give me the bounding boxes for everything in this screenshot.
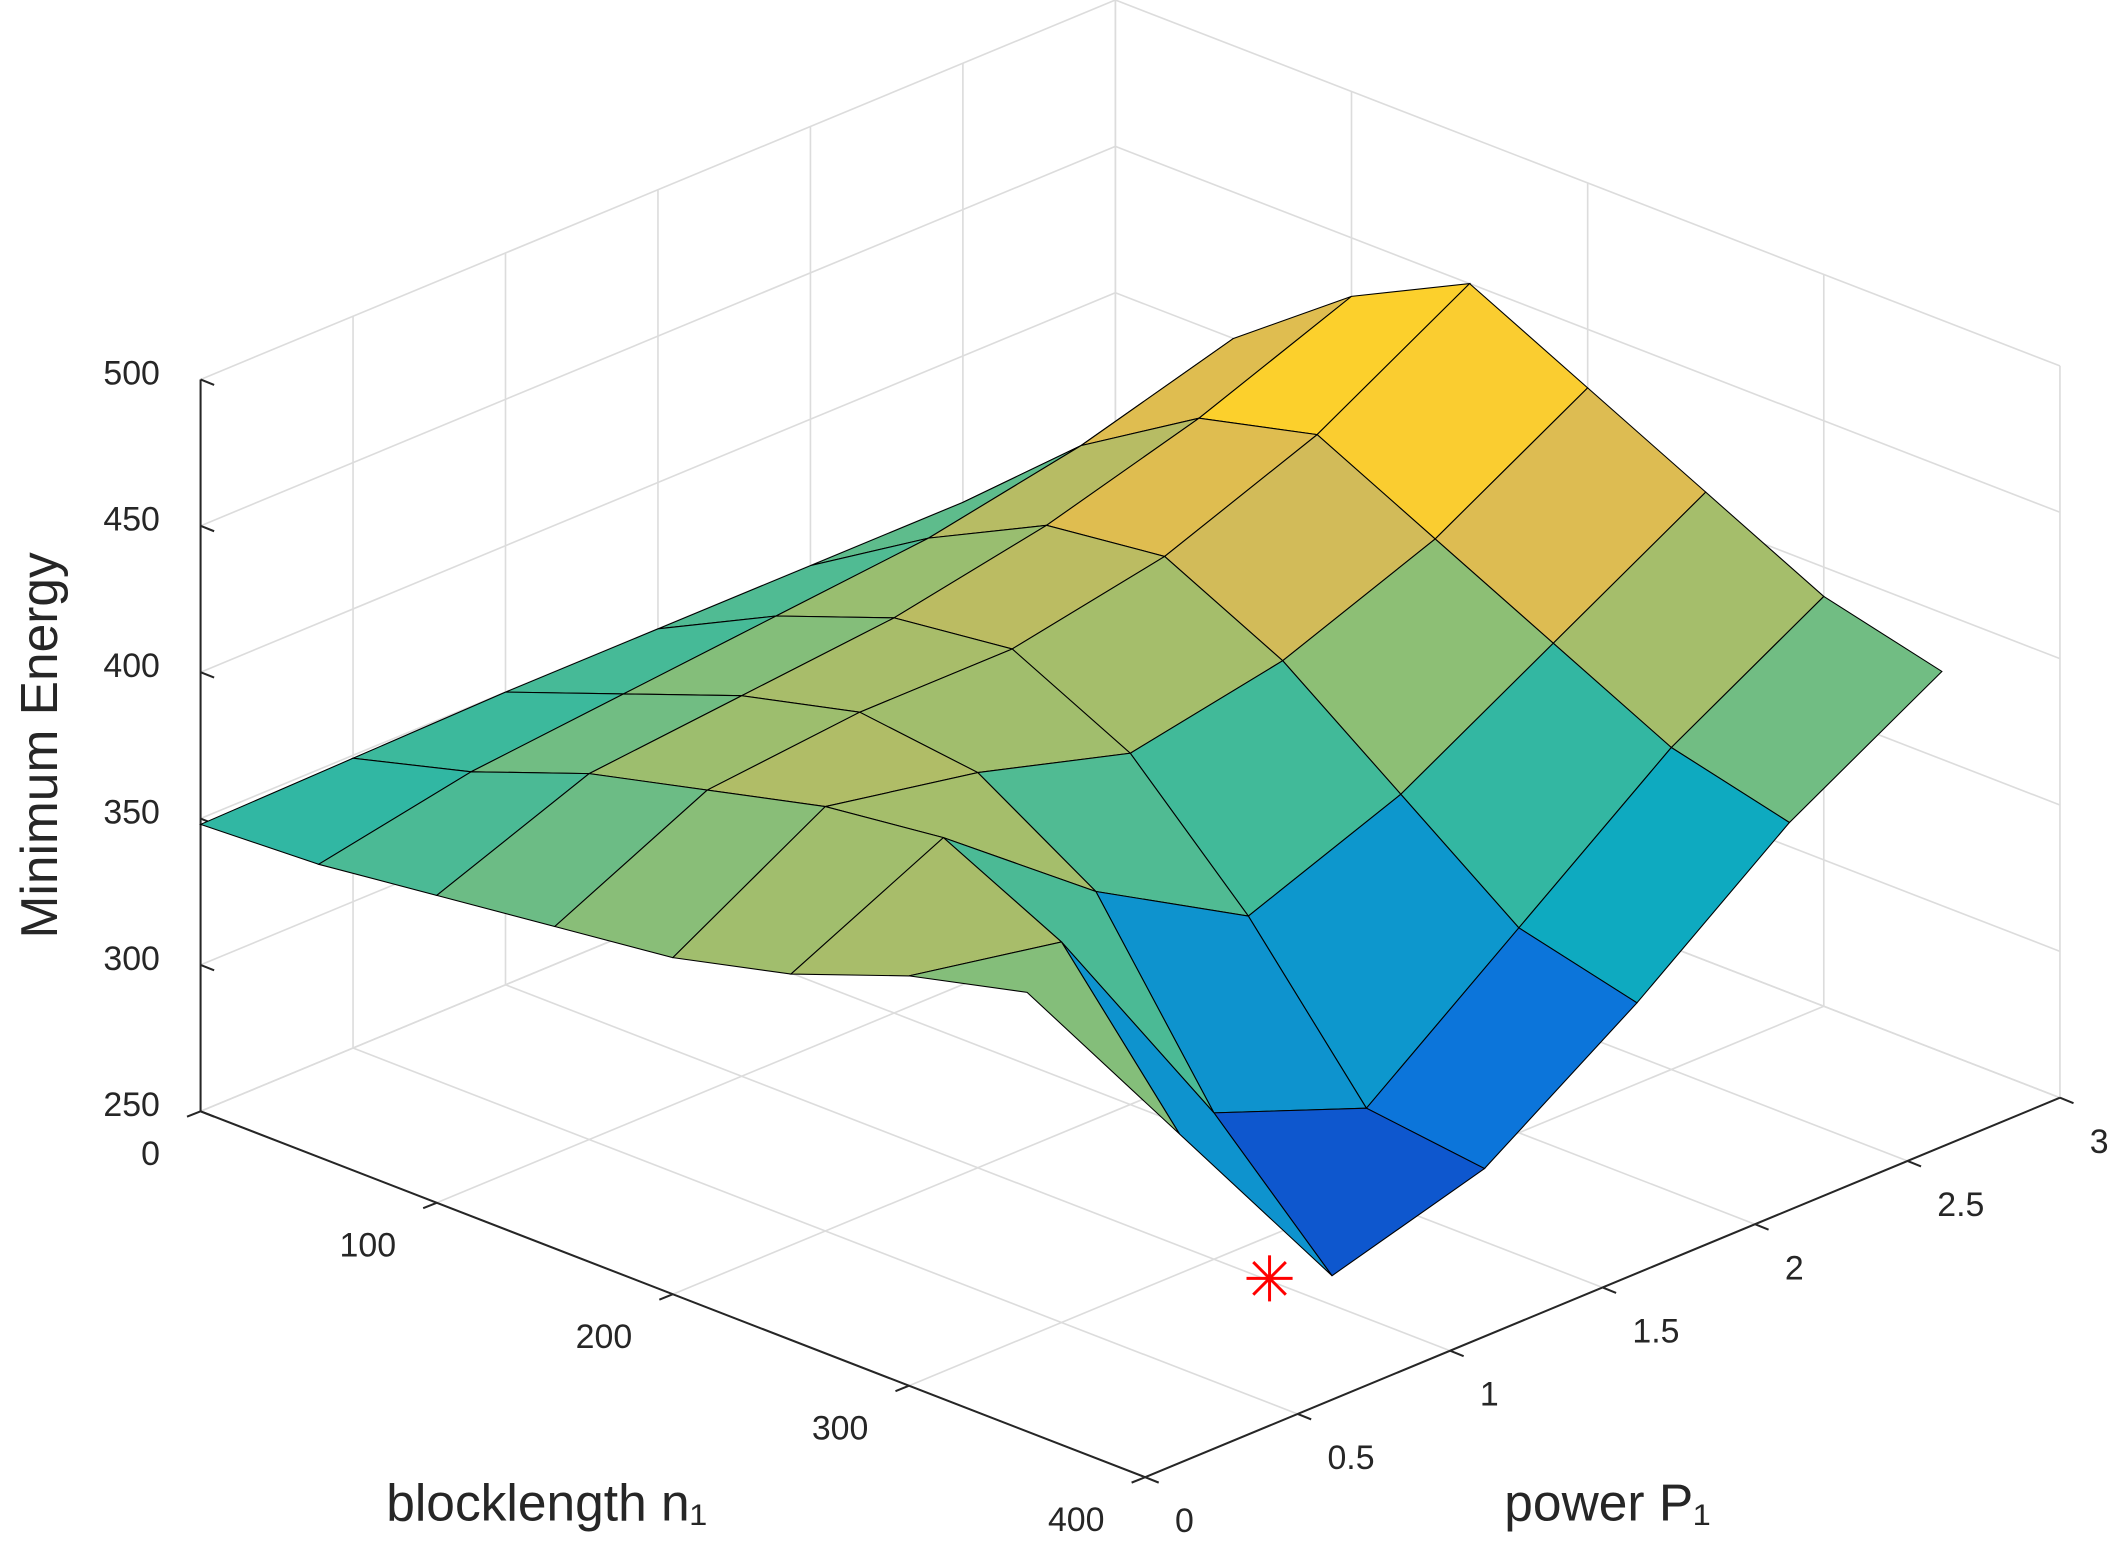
x-tick-label: 400: [1048, 1501, 1105, 1539]
marker-stroke: [1252, 1261, 1287, 1296]
grid-line: [200, 291, 1116, 673]
y-tick: [1449, 1349, 1465, 1358]
z-tick: [200, 671, 215, 679]
y-tick: [1297, 1413, 1312, 1421]
x-tick-label: 100: [340, 1226, 397, 1264]
z-tick: [200, 524, 215, 533]
y-tick-label: 3: [2090, 1123, 2109, 1161]
z-tick-label: 500: [103, 354, 160, 392]
z-tick-label: 300: [103, 940, 160, 978]
y-axis-label: power P₁: [1504, 1474, 1710, 1532]
y-tick-label: 1.5: [1632, 1312, 1679, 1350]
x-tick: [1131, 1476, 1146, 1484]
x-tick: [895, 1384, 910, 1393]
x-tick: [658, 1293, 674, 1301]
y-tick: [1602, 1286, 1617, 1294]
y-tick-label: 2: [1785, 1249, 1804, 1287]
minimum-marker: [1246, 1255, 1293, 1302]
z-tick-label: 450: [103, 501, 160, 539]
grid-line: [505, 984, 1451, 1352]
y-tick: [1907, 1160, 1922, 1168]
x-tick-label: 300: [812, 1409, 869, 1447]
y-tick: [1754, 1223, 1769, 1231]
z-tick-label: 400: [103, 647, 160, 685]
x-tick-label: 200: [576, 1318, 633, 1356]
y-tick: [2059, 1096, 2074, 1105]
z-tick-label: 350: [103, 793, 160, 831]
x-tick: [186, 1110, 201, 1118]
x-axis-label: blocklength n₁: [386, 1474, 707, 1532]
y-tick-label: 2.5: [1937, 1186, 1984, 1224]
z-tick: [200, 963, 215, 972]
grid-line: [200, 145, 1116, 527]
y-tick: [1144, 1476, 1160, 1484]
grid-line: [1115, 145, 2061, 514]
y-tick-label: 1: [1480, 1376, 1499, 1414]
grid-line: [1115, 0, 2061, 367]
grid-line: [200, 0, 1116, 381]
grid-line: [657, 920, 1603, 1289]
y-tick-label: 0: [1175, 1502, 1194, 1540]
x-tick: [422, 1201, 438, 1210]
z-tick: [200, 1110, 215, 1118]
grid-line: [352, 1047, 1298, 1415]
y-tick-label: 0.5: [1327, 1439, 1374, 1477]
z-tick-label: 250: [103, 1086, 160, 1124]
surface-patch: [908, 941, 1181, 1135]
x-tick-label: 0: [141, 1135, 160, 1173]
z-axis-label: Minimum Energy: [10, 552, 68, 938]
z-tick: [200, 378, 215, 386]
